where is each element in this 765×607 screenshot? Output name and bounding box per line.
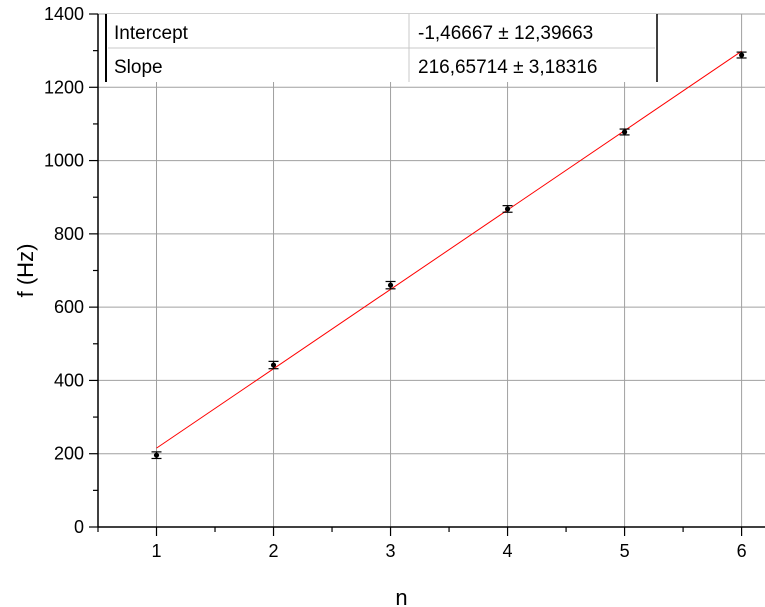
y-tick-label: 1000 xyxy=(44,151,84,171)
data-point xyxy=(621,129,628,135)
x-tick-label: 4 xyxy=(503,541,513,561)
x-tick-label: 3 xyxy=(386,541,396,561)
fit-table-intercept-value: -1,46667 ± 12,39663 xyxy=(418,23,593,44)
data-point xyxy=(738,52,745,58)
data-point xyxy=(504,206,511,212)
y-tick-label: 0 xyxy=(74,517,84,537)
y-axis-title: f (Hz) xyxy=(13,244,38,298)
axes xyxy=(97,14,765,528)
data-point xyxy=(270,362,277,368)
x-tick-label: 6 xyxy=(737,541,747,561)
ticks: 0 200 400 600 800 1000 1200 1400 1 2 3 4 5 6 xyxy=(44,4,747,561)
fit-table-slope-value: 216,65714 ± 3,18316 xyxy=(418,57,597,78)
fit-line xyxy=(156,50,742,449)
grid xyxy=(98,13,765,528)
y-tick-label: 600 xyxy=(54,297,84,317)
y-tick-label: 400 xyxy=(54,370,84,390)
y-tick-label: 1400 xyxy=(44,4,84,24)
x-tick-label: 5 xyxy=(620,541,630,561)
data-point xyxy=(153,452,160,458)
y-tick-label: 1200 xyxy=(44,77,84,97)
y-tick-label: 800 xyxy=(54,224,84,244)
data-point xyxy=(387,282,394,288)
fit-line-group xyxy=(156,50,742,449)
fit-table-intercept-label: Intercept xyxy=(114,23,189,44)
fit-results-table: Intercept -1,46667 ± 12,39663 Slope 216,… xyxy=(105,14,658,82)
x-tick-label: 2 xyxy=(269,541,279,561)
x-tick-label: 1 xyxy=(152,541,162,561)
x-axis-title: n xyxy=(395,585,407,607)
fit-table-slope-label: Slope xyxy=(114,57,163,78)
data-points xyxy=(151,51,747,460)
y-tick-label: 200 xyxy=(54,444,84,464)
